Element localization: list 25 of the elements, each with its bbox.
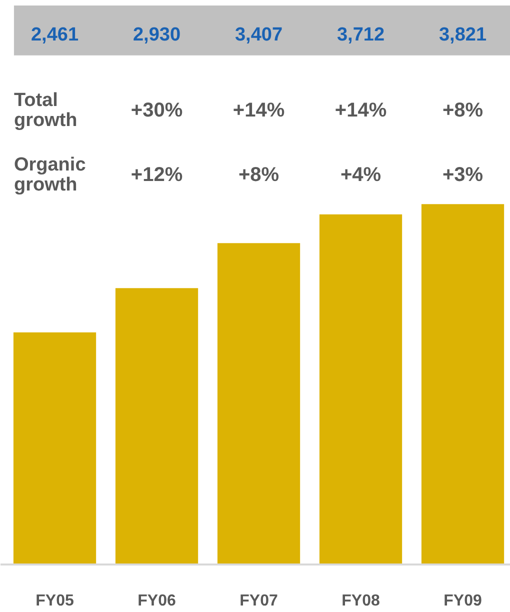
data-label: 2,930 — [132, 24, 181, 46]
bar — [217, 243, 300, 564]
text: +4% — [340, 164, 382, 186]
text: Total growth — [14, 90, 78, 131]
x-tick-label: FY09 — [444, 592, 482, 610]
text: +30% — [130, 99, 183, 122]
x-tick-label: FY07 — [240, 592, 278, 610]
text: +14% — [334, 99, 387, 122]
text: +8% — [238, 164, 280, 186]
data-label: 3,407 — [234, 24, 283, 46]
text: Organic growth — [14, 154, 86, 196]
data-label: 3,821 — [438, 24, 487, 46]
bar — [13, 332, 96, 564]
data-label: 2,461 — [30, 24, 79, 46]
x-tick-label: FY05 — [36, 592, 74, 610]
text: +12% — [130, 164, 183, 186]
bar — [115, 288, 198, 564]
x-tick-label: FY08 — [342, 592, 380, 610]
data-label: 3,712 — [336, 24, 385, 46]
bar — [421, 204, 504, 564]
bar — [319, 214, 402, 564]
x-tick-label: FY06 — [138, 592, 176, 610]
text: +8% — [442, 99, 484, 122]
text: +3% — [442, 164, 484, 186]
text: +14% — [232, 99, 285, 122]
